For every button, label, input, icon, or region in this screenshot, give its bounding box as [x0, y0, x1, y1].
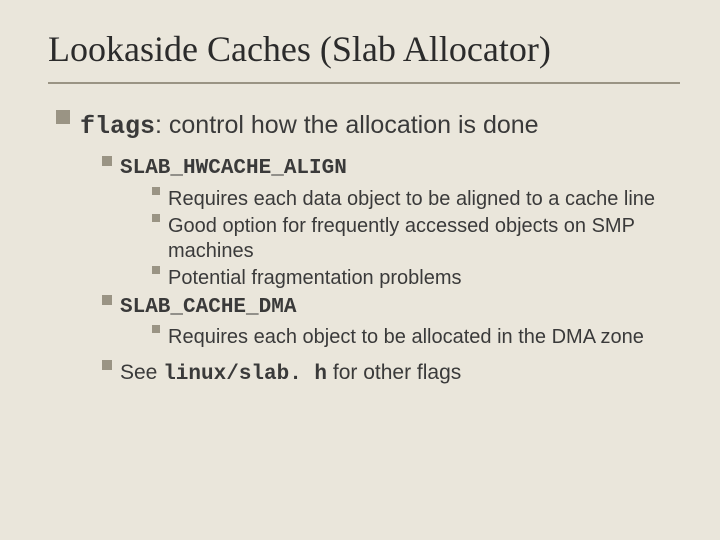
square-bullet-icon — [102, 295, 112, 305]
see-code: linux/slab. h — [163, 363, 327, 386]
square-bullet-icon — [152, 325, 160, 333]
slide: Lookaside Caches (Slab Allocator) flags:… — [0, 0, 720, 540]
hwcache-label: SLAB_HWCACHE_ALIGN — [120, 156, 680, 182]
slide-title: Lookaside Caches (Slab Allocator) — [48, 28, 680, 70]
square-bullet-icon — [102, 156, 112, 166]
hwcache-2-text: Good option for frequently accessed obje… — [168, 214, 680, 264]
hwcache-3-text: Potential fragmentation problems — [168, 266, 680, 291]
square-bullet-icon — [152, 187, 160, 195]
flags-code: flags — [80, 112, 155, 141]
square-bullet-icon — [152, 214, 160, 222]
see-prefix: See — [120, 361, 163, 384]
bullet-cachedma: SLAB_CACHE_DMA — [102, 295, 680, 321]
cachedma-1-text: Requires each object to be allocated in … — [168, 325, 680, 350]
square-bullet-icon — [102, 360, 112, 370]
see-slab-text: See linux/slab. h for other flags — [120, 360, 680, 388]
cachedma-label: SLAB_CACHE_DMA — [120, 295, 680, 321]
bullet-flags: flags: control how the allocation is don… — [56, 110, 680, 142]
flags-desc: : control how the allocation is done — [155, 111, 539, 139]
square-bullet-icon — [56, 110, 70, 124]
title-rule — [48, 82, 680, 84]
bullet-see-slab: See linux/slab. h for other flags — [102, 360, 680, 388]
bullet-hwcache-3: Potential fragmentation problems — [152, 266, 680, 291]
square-bullet-icon — [152, 266, 160, 274]
hwcache-1-text: Requires each data object to be aligned … — [168, 187, 680, 212]
see-suffix: for other flags — [327, 361, 461, 384]
bullet-hwcache: SLAB_HWCACHE_ALIGN — [102, 156, 680, 182]
bullet-hwcache-2: Good option for frequently accessed obje… — [152, 214, 680, 264]
bullet-hwcache-1: Requires each data object to be aligned … — [152, 187, 680, 212]
bullet-cachedma-1: Requires each object to be allocated in … — [152, 325, 680, 350]
flags-text: flags: control how the allocation is don… — [80, 110, 680, 142]
